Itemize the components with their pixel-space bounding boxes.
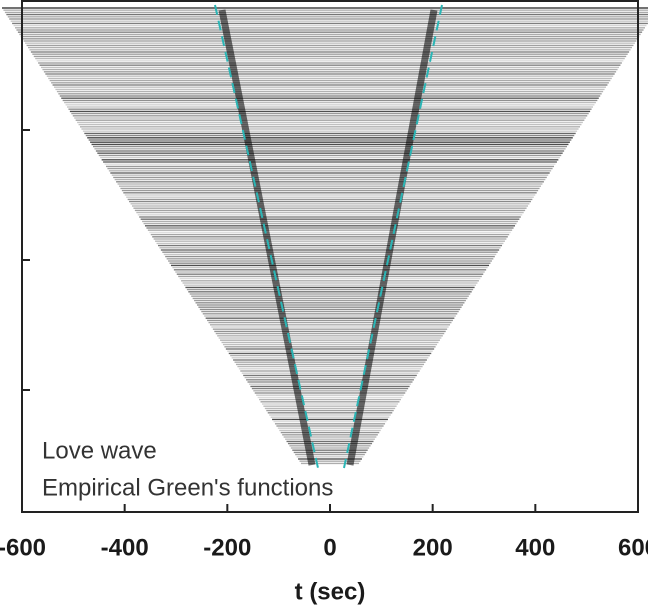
x-axis-label: t (sec) (295, 578, 366, 605)
moveout-lines (214, 4, 443, 469)
annotation: Empirical Green's functions (42, 474, 333, 501)
x-tick-label: 600 (618, 534, 648, 561)
trace-wedge (2, 7, 648, 465)
x-tick-label: -400 (101, 534, 149, 561)
arrival-band (218, 9, 316, 466)
arrival-band (346, 9, 438, 466)
x-tick-label: 0 (323, 534, 336, 561)
x-tick-label: -600 (0, 534, 46, 561)
x-tick-label: 200 (413, 534, 453, 561)
annotation: Love wave (42, 437, 157, 464)
x-tick-label: 400 (515, 534, 555, 561)
x-tick-label: -200 (203, 534, 251, 561)
